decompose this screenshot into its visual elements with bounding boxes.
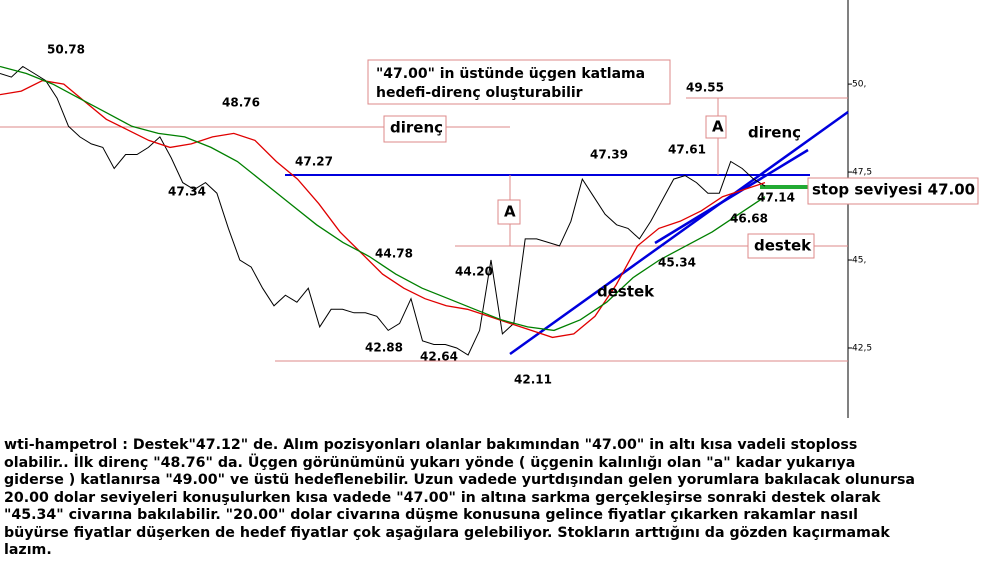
annotation: 42.88 bbox=[365, 341, 403, 355]
annotation: destek bbox=[597, 283, 655, 301]
paragraph-line: giderse ) katlanırsa "49.00" ve üstü hed… bbox=[4, 472, 915, 488]
note-box bbox=[367, 59, 671, 105]
annotation: 48.76 bbox=[222, 96, 260, 110]
label-box bbox=[747, 233, 815, 259]
annotation: 44.78 bbox=[375, 247, 413, 261]
y-tick-label: 45, bbox=[852, 256, 866, 266]
y-tick-label: 50, bbox=[852, 80, 866, 90]
label-box bbox=[497, 199, 521, 225]
paragraph-line: olabilir.. İlk direnç "48.76" da. Üçgen … bbox=[4, 454, 856, 471]
annotation: stop seviyesi 47.00 bbox=[812, 181, 975, 199]
price-line bbox=[0, 79, 766, 339]
paragraph-line: wti-hampetrol : Destek"47.12" de. Alım p… bbox=[4, 437, 858, 453]
annotation: 44.20 bbox=[455, 265, 493, 279]
annotation: direnç bbox=[390, 119, 443, 137]
annotation: 47.39 bbox=[590, 148, 628, 162]
annotation: destek bbox=[754, 237, 812, 255]
price-line bbox=[0, 65, 766, 332]
annotation: A bbox=[504, 203, 516, 221]
annotation: direnç bbox=[748, 124, 801, 142]
annotation: 45.34 bbox=[658, 256, 696, 270]
annotation: 46.68 bbox=[730, 212, 768, 226]
paragraph-line: 20.00 dolar seviyeleri konuşulurken kısa… bbox=[4, 489, 881, 506]
annotation: 49.55 bbox=[686, 81, 724, 95]
chart: "47.00" in üstünde üçgen katlama hedefi-… bbox=[0, 0, 979, 418]
paragraph: wti-hampetrol : Destek"47.12" de. Alım p… bbox=[4, 437, 994, 560]
annotation: 50.78 bbox=[47, 43, 85, 57]
trend-line bbox=[654, 148, 809, 245]
trend-line bbox=[509, 110, 849, 356]
y-tick-label: 42,5 bbox=[852, 343, 872, 353]
annotation: A bbox=[712, 118, 724, 136]
note: "47.00" in üstünde üçgen katlama bbox=[376, 66, 645, 82]
label-box bbox=[383, 115, 447, 143]
annotation: 47.27 bbox=[295, 155, 333, 169]
price-line bbox=[0, 65, 766, 356]
label-box bbox=[807, 177, 979, 205]
paragraph-line: lazım. bbox=[4, 542, 52, 558]
annotation: 42.64 bbox=[420, 350, 458, 364]
note: hedefi-direnç oluşturabilir bbox=[376, 85, 583, 101]
annotation: 47.14 bbox=[757, 191, 795, 205]
annotation: 42.11 bbox=[514, 373, 552, 387]
annotation: 47.61 bbox=[668, 143, 706, 157]
paragraph-line: büyürse fiyatlar düşerken de hedef fiyat… bbox=[4, 524, 890, 541]
y-tick-label: 47,5 bbox=[852, 168, 872, 178]
annotation: 47.34 bbox=[168, 185, 206, 199]
paragraph-line: "45.34" civarına bakılabilir. "20.00" do… bbox=[4, 507, 858, 523]
label-box bbox=[705, 115, 727, 139]
